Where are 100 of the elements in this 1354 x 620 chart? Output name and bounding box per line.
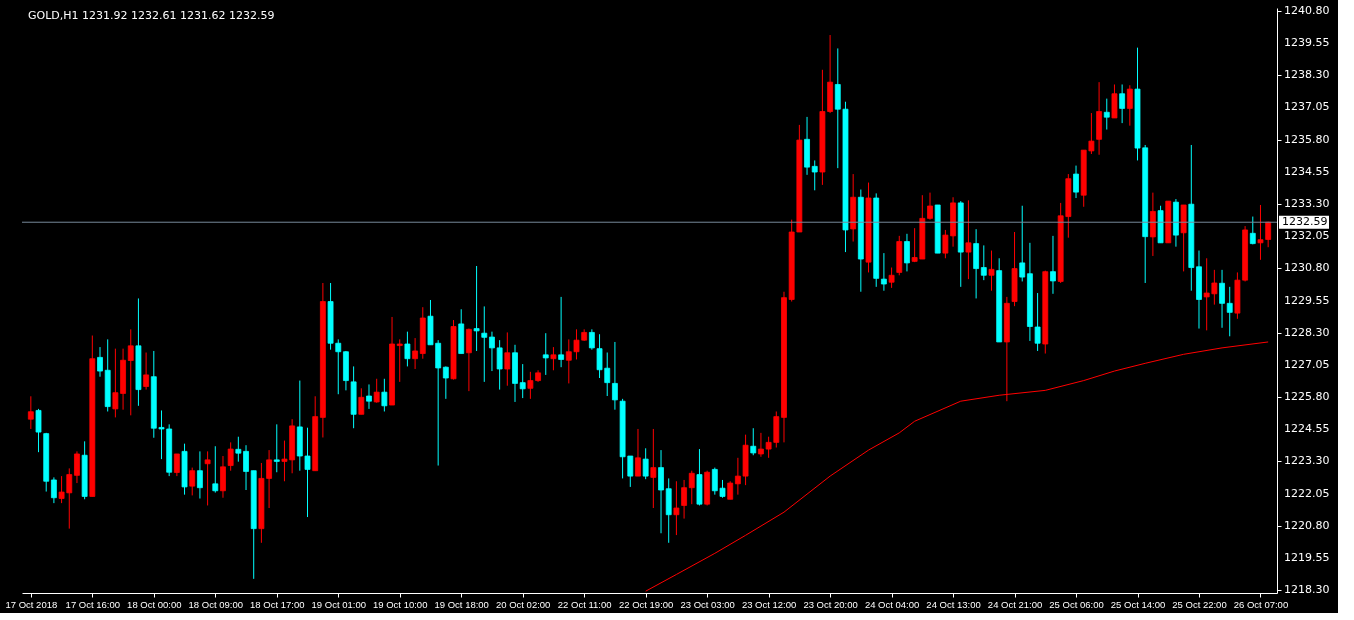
candlestick bbox=[127, 328, 134, 416]
candlestick bbox=[1073, 165, 1079, 199]
candlestick bbox=[1119, 83, 1126, 124]
candlestick bbox=[681, 479, 687, 520]
y-tick-label: 1224.55 bbox=[1284, 422, 1330, 436]
candlestick bbox=[1226, 286, 1233, 337]
candlestick bbox=[235, 436, 242, 463]
candlestick bbox=[227, 441, 234, 472]
candlestick bbox=[212, 445, 219, 494]
candlestick bbox=[750, 427, 757, 456]
candlestick bbox=[542, 332, 549, 376]
x-tick-label: 17 Oct 2018 bbox=[5, 598, 58, 610]
candlestick bbox=[243, 444, 249, 491]
y-tick-label: 1227.05 bbox=[1284, 357, 1330, 371]
y-tick-label: 1238.30 bbox=[1284, 68, 1330, 82]
x-tick-label: 18 Oct 09:00 bbox=[188, 598, 243, 610]
candlestick bbox=[811, 159, 818, 191]
candlestick bbox=[51, 476, 57, 504]
candlestick bbox=[558, 296, 565, 368]
candlestick bbox=[473, 265, 480, 352]
chart-title: GOLD,H1 1231.92 1232.61 1231.62 1232.59 bbox=[28, 9, 275, 22]
candlestick bbox=[273, 423, 280, 473]
candlestick bbox=[673, 480, 680, 536]
x-tick-label: 26 Oct 07:00 bbox=[1233, 598, 1289, 610]
x-tick-label: 24 Oct 21:00 bbox=[987, 598, 1043, 610]
candlestick bbox=[888, 267, 895, 289]
candlestick bbox=[74, 450, 80, 484]
candlestick bbox=[650, 428, 657, 509]
y-tick-label: 1237.05 bbox=[1284, 100, 1330, 114]
x-tick-label: 19 Oct 18:00 bbox=[434, 598, 489, 610]
x-tick-label: 24 Oct 13:00 bbox=[926, 598, 981, 610]
candlestick bbox=[980, 244, 987, 281]
candlestick bbox=[519, 363, 526, 399]
candlestick bbox=[612, 341, 618, 411]
candlestick bbox=[404, 331, 411, 367]
candlestick bbox=[27, 395, 34, 430]
x-tick-label: 23 Oct 20:00 bbox=[803, 598, 858, 610]
candlestick bbox=[965, 199, 972, 280]
y-tick-label: 1230.80 bbox=[1284, 261, 1330, 275]
y-tick-label: 1232.05 bbox=[1284, 229, 1330, 243]
candlestick bbox=[189, 467, 196, 496]
candlestick bbox=[504, 331, 511, 387]
candlestick bbox=[642, 447, 649, 480]
y-tick-label: 1240.80 bbox=[1284, 3, 1330, 17]
candlestick bbox=[97, 346, 103, 378]
candlestick bbox=[635, 428, 641, 477]
candlestick bbox=[466, 328, 472, 392]
candlestick bbox=[220, 455, 226, 499]
x-tick-label: 25 Oct 22:00 bbox=[1172, 598, 1227, 610]
candlestick bbox=[412, 337, 418, 370]
y-tick-label: 1218.30 bbox=[1284, 583, 1330, 597]
x-tick-label: 25 Oct 14:00 bbox=[1110, 598, 1166, 610]
x-tick-label: 25 Oct 06:00 bbox=[1049, 598, 1104, 610]
x-tick-label: 18 Oct 17:00 bbox=[250, 598, 305, 610]
candlestick bbox=[688, 470, 695, 505]
y-tick-label: 1239.55 bbox=[1284, 36, 1330, 50]
candlestick bbox=[927, 192, 933, 221]
candlestick bbox=[481, 305, 488, 383]
candlestick bbox=[204, 450, 211, 506]
x-tick-label: 19 Oct 01:00 bbox=[311, 598, 366, 610]
candlestick bbox=[1126, 84, 1133, 127]
y-tick-label: 1233.30 bbox=[1284, 196, 1330, 210]
x-tick-label: 24 Oct 04:00 bbox=[864, 598, 920, 610]
candlestick bbox=[396, 338, 403, 383]
candlestick bbox=[381, 378, 388, 412]
candlestick bbox=[143, 352, 150, 391]
x-tick-label: 19 Oct 10:00 bbox=[373, 598, 428, 610]
x-tick-label: 23 Oct 12:00 bbox=[741, 598, 797, 610]
candlestick bbox=[366, 383, 372, 410]
ref-line-label: 1232.59 bbox=[1282, 215, 1328, 229]
candlestick bbox=[881, 252, 887, 292]
candlestick bbox=[1050, 235, 1056, 295]
candlestick bbox=[727, 480, 734, 500]
candlestick bbox=[988, 250, 995, 292]
x-tick-label: 18 Oct 00:00 bbox=[127, 598, 182, 610]
candlestick bbox=[1103, 98, 1110, 131]
candlestick bbox=[373, 378, 380, 404]
candlestick bbox=[904, 233, 910, 272]
candlestick bbox=[1019, 205, 1026, 282]
y-tick-label: 1223.30 bbox=[1284, 454, 1330, 468]
candlestick bbox=[442, 365, 449, 400]
y-tick-label: 1234.55 bbox=[1284, 164, 1330, 178]
x-tick-label: 22 Oct 11:00 bbox=[557, 598, 612, 610]
y-tick-label: 1235.80 bbox=[1284, 132, 1330, 146]
y-tick-label: 1229.55 bbox=[1284, 293, 1330, 307]
x-tick-label: 17 Oct 16:00 bbox=[65, 598, 121, 610]
candlestick bbox=[173, 453, 180, 477]
x-tick-label: 22 Oct 19:00 bbox=[618, 598, 674, 610]
candlestick bbox=[35, 408, 42, 453]
y-tick-label: 1228.30 bbox=[1284, 325, 1330, 339]
candlestick bbox=[358, 387, 365, 415]
candlestick bbox=[1219, 269, 1225, 329]
y-tick-label: 1219.55 bbox=[1284, 550, 1330, 564]
y-tick-label: 1225.80 bbox=[1284, 390, 1330, 404]
candlestick bbox=[1249, 216, 1256, 245]
y-tick-label: 1222.05 bbox=[1284, 486, 1330, 500]
y-tick-label: 1220.80 bbox=[1284, 518, 1330, 532]
candlestick bbox=[658, 449, 664, 534]
x-tick-label: 20 Oct 02:00 bbox=[495, 598, 551, 610]
x-tick-label: 23 Oct 03:00 bbox=[680, 598, 735, 610]
